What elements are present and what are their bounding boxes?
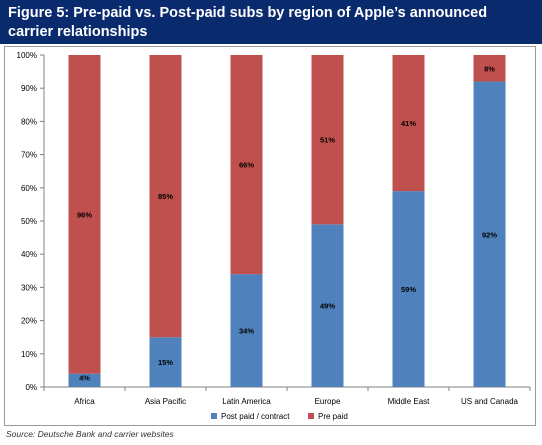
y-tick-label: 100%	[17, 51, 37, 60]
y-tick-label: 10%	[21, 350, 37, 359]
bar-segment	[473, 81, 506, 387]
y-tick-label: 70%	[21, 151, 37, 160]
x-category-label: Latin America	[222, 397, 271, 406]
data-label: 34%	[239, 327, 254, 336]
y-tick-label: 20%	[21, 317, 37, 326]
data-label: 66%	[239, 161, 254, 170]
data-label: 51%	[320, 136, 335, 145]
figure-title: Figure 5: Pre-paid vs. Post-paid subs by…	[0, 0, 542, 44]
x-category-label: Asia Pacific	[145, 397, 186, 406]
bar-segment	[149, 55, 182, 338]
legend-label: Post paid / contract	[221, 412, 290, 421]
y-tick-label: 40%	[21, 250, 37, 259]
bar-segment	[230, 55, 263, 275]
x-category-label: Europe	[315, 397, 341, 406]
data-label: 49%	[320, 302, 335, 311]
bar-segment	[392, 55, 425, 192]
bar-segment	[473, 55, 506, 82]
x-category-label: US and Canada	[461, 397, 518, 406]
bar-segment	[68, 55, 101, 374]
legend-swatch	[308, 413, 314, 419]
y-tick-label: 50%	[21, 217, 37, 226]
bar-segment	[68, 373, 101, 387]
y-tick-label: 0%	[25, 383, 37, 392]
data-label: 92%	[482, 230, 497, 239]
x-category-label: Africa	[74, 397, 95, 406]
data-label: 8%	[484, 64, 495, 73]
data-label: 4%	[79, 373, 90, 382]
y-tick-label: 80%	[21, 117, 37, 126]
bar-segment	[311, 224, 344, 387]
y-tick-label: 30%	[21, 283, 37, 292]
data-label: 15%	[158, 358, 173, 367]
y-tick-label: 90%	[21, 84, 37, 93]
legend-swatch	[211, 413, 217, 419]
legend-label: Pre paid	[318, 412, 348, 421]
x-category-label: Middle East	[388, 397, 431, 406]
bar-segment	[311, 55, 344, 225]
data-label: 41%	[401, 119, 416, 128]
bar-segment	[392, 191, 425, 387]
y-tick-label: 60%	[21, 184, 37, 193]
bar-segment	[149, 337, 182, 387]
data-label: 85%	[158, 192, 173, 201]
source-note: Source: Deutsche Bank and carrier websit…	[6, 429, 174, 439]
data-label: 96%	[77, 210, 92, 219]
bar-segment	[230, 274, 263, 387]
data-label: 59%	[401, 285, 416, 294]
